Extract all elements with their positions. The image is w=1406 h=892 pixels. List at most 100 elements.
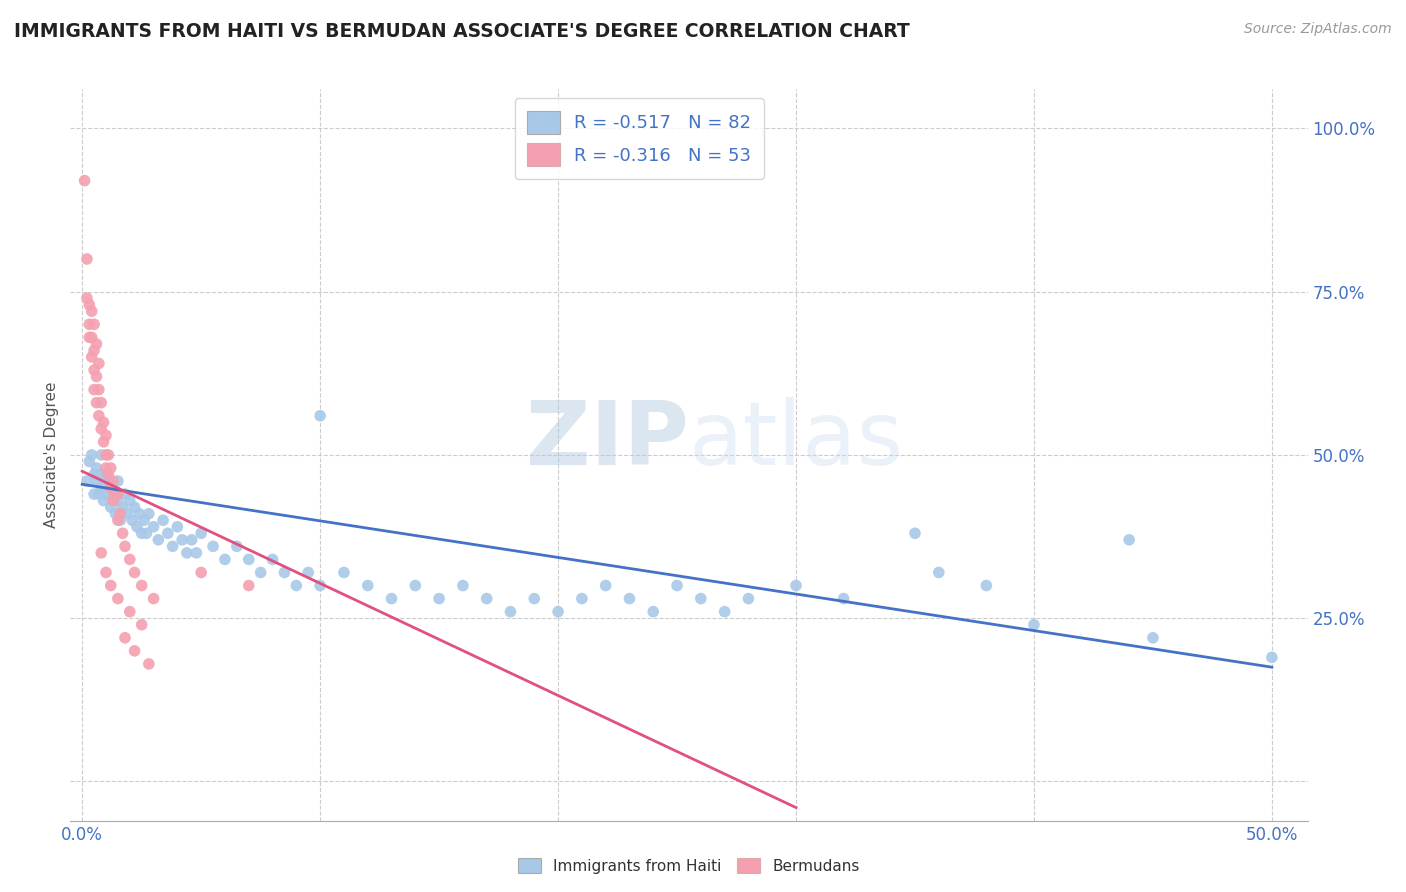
Point — [475, 591, 498, 606]
Point — [110, 507, 132, 521]
Point — [202, 539, 225, 553]
Point — [101, 487, 124, 501]
Point — [238, 552, 260, 566]
Point — [94, 566, 117, 580]
Point — [111, 500, 134, 515]
Point — [571, 591, 593, 606]
Point — [118, 552, 141, 566]
Point — [83, 467, 105, 482]
Point — [86, 461, 108, 475]
Point — [547, 605, 569, 619]
Point — [124, 500, 146, 515]
Point — [76, 291, 98, 305]
Point — [100, 578, 122, 592]
Point — [186, 546, 208, 560]
Text: Source: ZipAtlas.com: Source: ZipAtlas.com — [1244, 22, 1392, 37]
Point — [427, 591, 450, 606]
Point — [595, 578, 617, 592]
Point — [93, 493, 115, 508]
Point — [107, 493, 129, 508]
Point — [138, 657, 160, 671]
Point — [80, 350, 103, 364]
Point — [152, 513, 174, 527]
Point — [107, 513, 129, 527]
Point — [523, 591, 546, 606]
Point — [104, 487, 127, 501]
Point — [309, 578, 332, 592]
Point — [132, 513, 155, 527]
Point — [180, 533, 202, 547]
Point — [904, 526, 927, 541]
Point — [125, 520, 148, 534]
Point — [107, 474, 129, 488]
Point — [1118, 533, 1140, 547]
Point — [138, 507, 160, 521]
Point — [79, 318, 101, 332]
Point — [262, 552, 284, 566]
Point — [309, 409, 332, 423]
Point — [111, 526, 134, 541]
Point — [148, 533, 170, 547]
Point — [131, 617, 153, 632]
Point — [110, 513, 132, 527]
Point — [101, 493, 124, 508]
Point — [156, 526, 179, 541]
Point — [93, 415, 115, 429]
Point — [107, 487, 129, 501]
Point — [114, 631, 136, 645]
Point — [142, 520, 165, 534]
Point — [80, 330, 103, 344]
Point — [380, 591, 402, 606]
Point — [100, 500, 122, 515]
Point — [619, 591, 641, 606]
Point — [499, 605, 522, 619]
Point — [83, 487, 105, 501]
Point — [118, 605, 141, 619]
Point — [90, 546, 112, 560]
Point — [97, 467, 120, 482]
Point — [124, 644, 146, 658]
Y-axis label: Associate's Degree: Associate's Degree — [44, 382, 59, 528]
Point — [90, 481, 112, 495]
Point — [97, 448, 120, 462]
Point — [86, 337, 108, 351]
Point — [86, 395, 108, 409]
Point — [107, 591, 129, 606]
Point — [86, 369, 108, 384]
Point — [404, 578, 426, 592]
Point — [118, 493, 141, 508]
Point — [79, 298, 101, 312]
Point — [87, 383, 110, 397]
Point — [86, 474, 108, 488]
Point — [100, 461, 122, 475]
Point — [162, 539, 184, 553]
Point — [117, 507, 139, 521]
Point — [90, 395, 112, 409]
Point — [94, 487, 117, 501]
Point — [80, 448, 103, 462]
Point — [114, 539, 136, 553]
Point — [249, 566, 271, 580]
Point — [104, 507, 127, 521]
Point — [976, 578, 998, 592]
Point — [142, 591, 165, 606]
Text: IMMIGRANTS FROM HAITI VS BERMUDAN ASSOCIATE'S DEGREE CORRELATION CHART: IMMIGRANTS FROM HAITI VS BERMUDAN ASSOCI… — [14, 22, 910, 41]
Point — [1261, 650, 1284, 665]
Point — [451, 578, 474, 592]
Point — [79, 330, 101, 344]
Point — [87, 356, 110, 371]
Point — [128, 507, 150, 521]
Point — [121, 513, 143, 527]
Point — [172, 533, 194, 547]
Point — [928, 566, 950, 580]
Point — [643, 605, 665, 619]
Point — [333, 566, 356, 580]
Point — [97, 474, 120, 488]
Point — [87, 467, 110, 482]
Point — [124, 566, 146, 580]
Point — [666, 578, 689, 592]
Point — [135, 526, 157, 541]
Point — [131, 578, 153, 592]
Point — [87, 409, 110, 423]
Point — [93, 434, 115, 449]
